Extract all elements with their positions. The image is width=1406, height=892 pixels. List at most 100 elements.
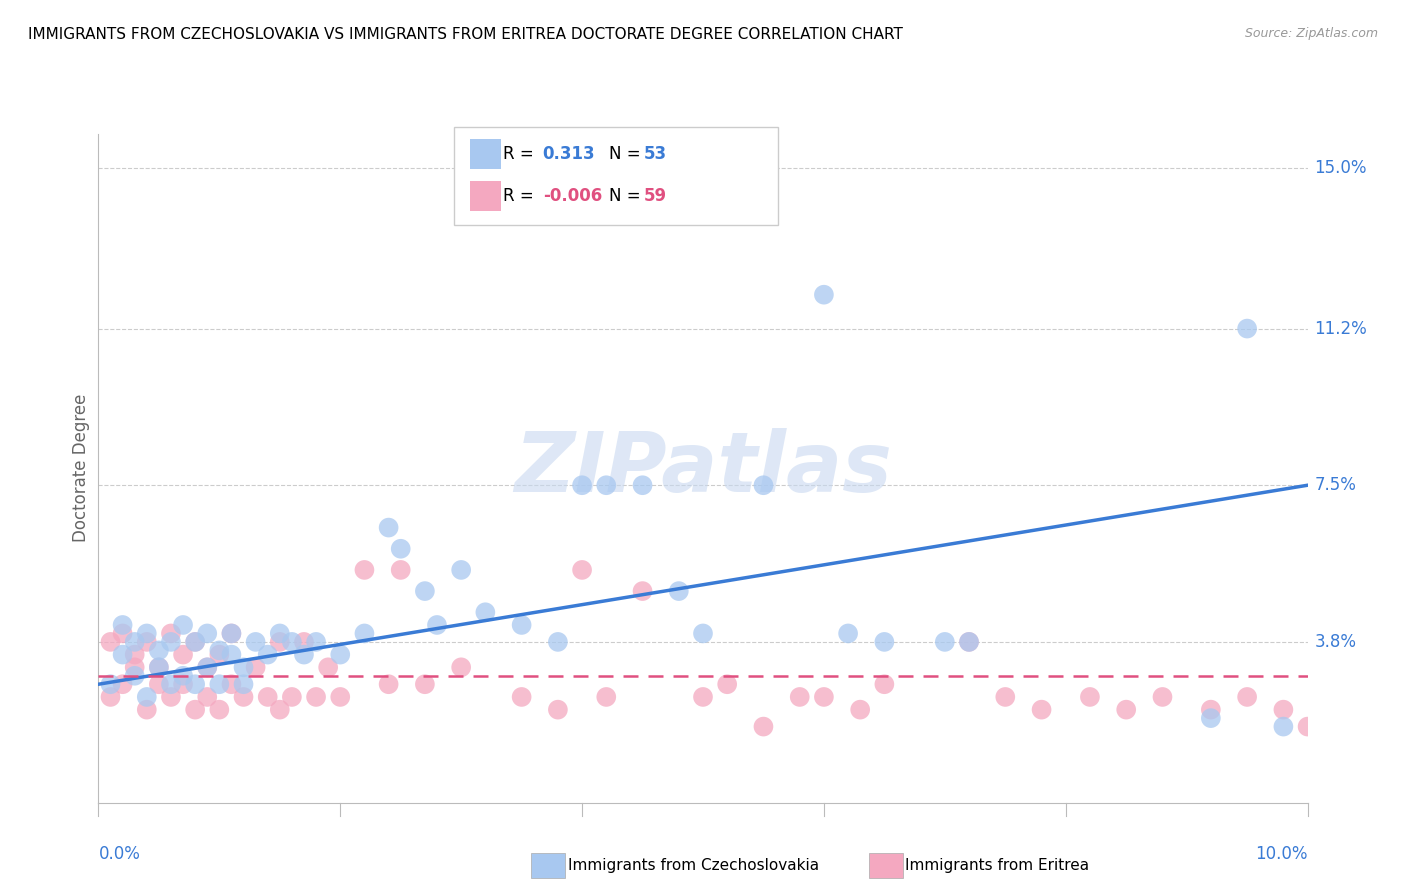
Point [631, 478, 654, 492]
Point [100, 690, 122, 704]
Point [221, 626, 243, 640]
Point [353, 563, 375, 577]
Point [148, 643, 170, 657]
Point [172, 677, 194, 691]
Point [389, 541, 412, 556]
Point [184, 635, 207, 649]
Point [221, 626, 243, 640]
Point [256, 648, 278, 662]
Point [1236, 690, 1258, 704]
Point [994, 690, 1017, 704]
Point [752, 720, 775, 734]
Point [692, 626, 714, 640]
Point [292, 635, 315, 649]
Point [160, 677, 183, 691]
Point [208, 643, 231, 657]
Point [377, 520, 399, 534]
Point [316, 660, 339, 674]
Point [172, 648, 194, 662]
Point [184, 635, 207, 649]
Text: 11.2%: 11.2% [1315, 319, 1368, 337]
Point [195, 690, 218, 704]
Point [135, 626, 157, 640]
Text: 15.0%: 15.0% [1315, 159, 1367, 177]
Point [232, 677, 254, 691]
Point [305, 635, 328, 649]
Point [716, 677, 738, 691]
Point [232, 690, 254, 704]
Point [1296, 720, 1319, 734]
Point [692, 690, 714, 704]
Point [329, 690, 352, 704]
Point [111, 677, 134, 691]
Point [450, 660, 472, 674]
Point [595, 478, 617, 492]
Point [413, 584, 436, 599]
Point [100, 635, 122, 649]
Point [221, 648, 243, 662]
Text: 3.8%: 3.8% [1315, 633, 1357, 651]
Point [668, 584, 690, 599]
Point [849, 703, 872, 717]
Point [631, 584, 654, 599]
Point [377, 677, 399, 691]
Point [135, 635, 157, 649]
Point [148, 677, 170, 691]
Point [269, 635, 291, 649]
Text: Immigrants from Czechoslovakia: Immigrants from Czechoslovakia [568, 858, 820, 872]
Point [232, 660, 254, 674]
Point [160, 626, 183, 640]
Point [281, 635, 304, 649]
Point [873, 677, 896, 691]
Point [547, 703, 569, 717]
Point [245, 635, 267, 649]
Point [789, 690, 811, 704]
Point [426, 618, 449, 632]
Point [389, 563, 412, 577]
Point [281, 690, 304, 704]
Text: IMMIGRANTS FROM CZECHOSLOVAKIA VS IMMIGRANTS FROM ERITREA DOCTORATE DEGREE CORRE: IMMIGRANTS FROM CZECHOSLOVAKIA VS IMMIGR… [28, 27, 903, 42]
Point [184, 677, 207, 691]
Text: 7.5%: 7.5% [1315, 476, 1357, 494]
Point [124, 635, 146, 649]
Y-axis label: Doctorate Degree: Doctorate Degree [72, 394, 90, 542]
Point [124, 648, 146, 662]
Text: R =: R = [503, 145, 540, 163]
Point [184, 703, 207, 717]
Point [1199, 711, 1222, 725]
Point [837, 626, 859, 640]
Point [873, 635, 896, 649]
Point [195, 626, 218, 640]
Point [172, 618, 194, 632]
Point [571, 478, 593, 492]
Point [256, 690, 278, 704]
Point [510, 618, 533, 632]
Text: 0.313: 0.313 [543, 145, 595, 163]
Point [934, 635, 956, 649]
Point [1199, 703, 1222, 717]
Point [195, 660, 218, 674]
Point [1031, 703, 1053, 717]
Text: Source: ZipAtlas.com: Source: ZipAtlas.com [1244, 27, 1378, 40]
Point [269, 703, 291, 717]
Point [148, 660, 170, 674]
Point [1078, 690, 1101, 704]
Point [813, 287, 835, 301]
Point [305, 690, 328, 704]
Point [100, 677, 122, 691]
Point [269, 626, 291, 640]
Point [595, 690, 617, 704]
Text: N =: N = [609, 186, 645, 205]
Text: R =: R = [503, 186, 540, 205]
Text: 53: 53 [644, 145, 666, 163]
Point [135, 703, 157, 717]
Text: -0.006: -0.006 [543, 186, 602, 205]
Point [124, 669, 146, 683]
Point [1115, 703, 1137, 717]
Point [160, 635, 183, 649]
Point [208, 677, 231, 691]
Point [957, 635, 980, 649]
Point [1236, 321, 1258, 335]
Point [111, 648, 134, 662]
Point [124, 660, 146, 674]
